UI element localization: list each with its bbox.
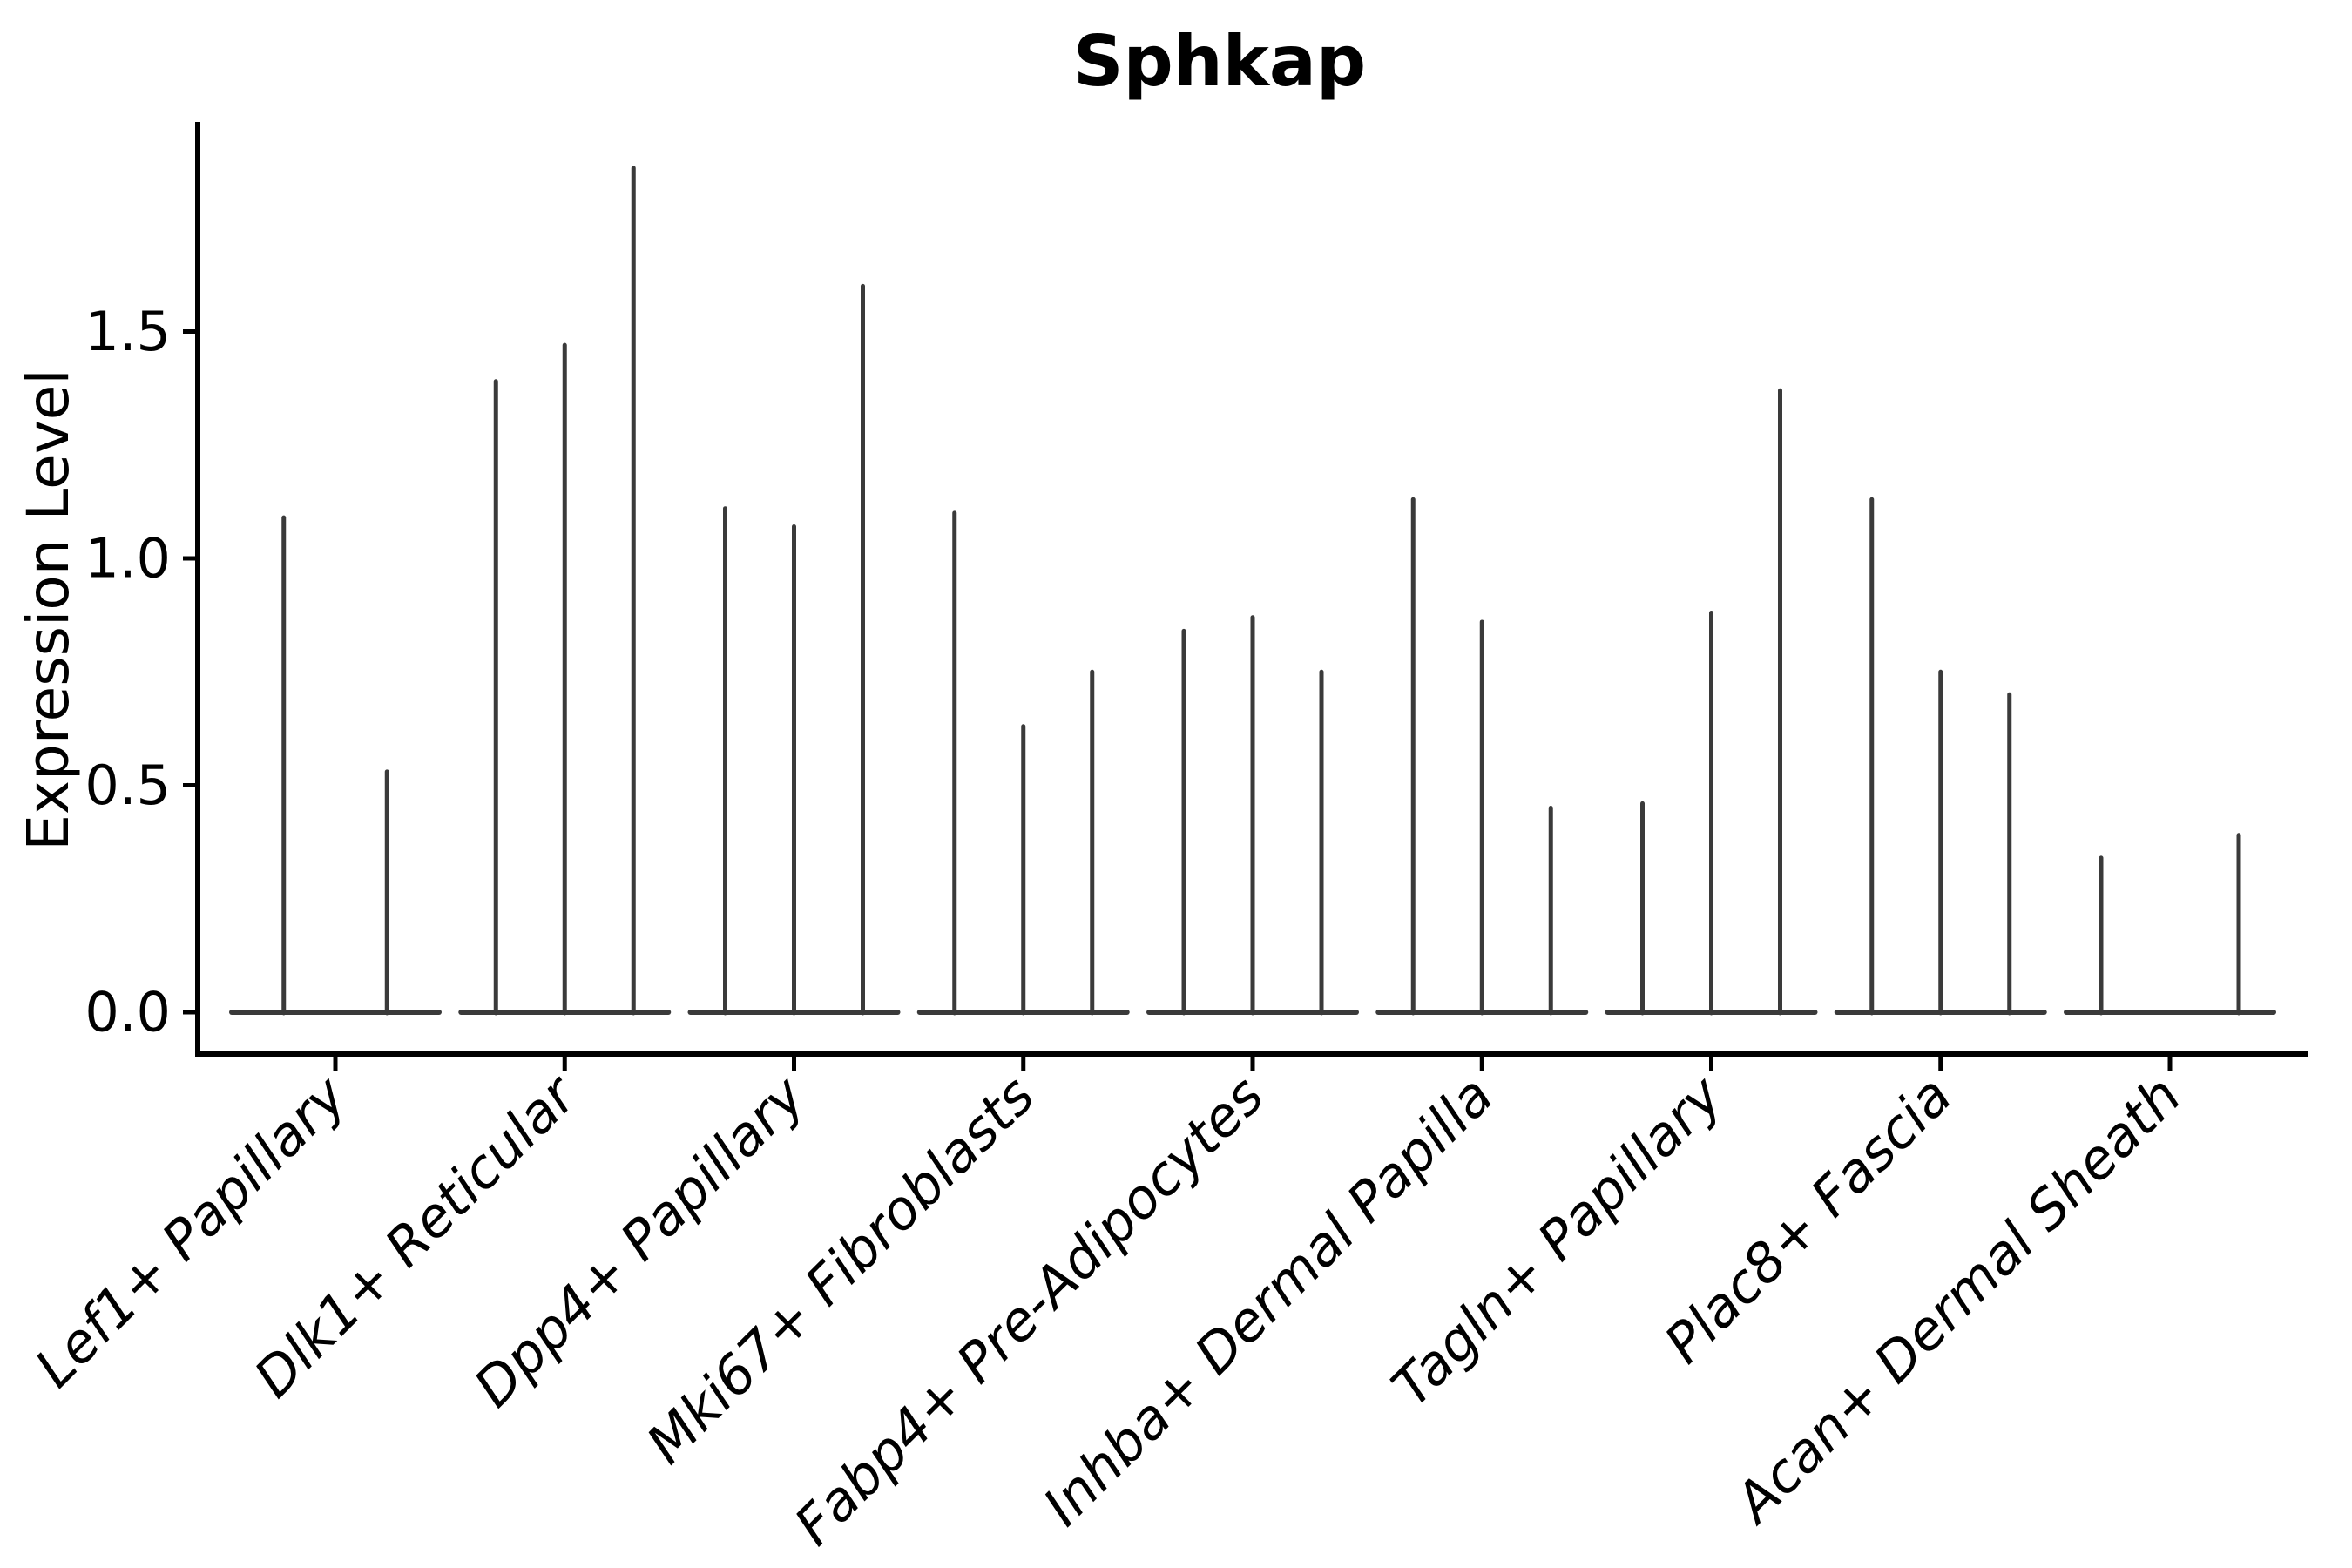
x-tick (1250, 1057, 1255, 1071)
violin-group (1605, 388, 1818, 1016)
x-tick (792, 1057, 796, 1071)
x-tick (1938, 1057, 1943, 1071)
y-tick (183, 556, 195, 561)
x-tick-label: Inhba+ Dermal Papilla (1031, 1064, 1504, 1538)
y-tick (183, 329, 195, 334)
y-tick-label: 1.5 (84, 300, 171, 363)
violin-group (916, 510, 1130, 1016)
x-tick-label: Fabp4+ Pre-Adipocytes (782, 1064, 1276, 1558)
x-tick (1021, 1057, 1026, 1071)
y-axis-label: Expression Level (15, 368, 82, 850)
y-tick-label: 0.0 (84, 981, 171, 1044)
x-tick (1709, 1057, 1713, 1071)
x-tick (562, 1057, 567, 1071)
y-tick-label: 0.5 (84, 754, 171, 817)
violin-group (1375, 497, 1589, 1016)
x-tick (1479, 1057, 1484, 1071)
violin-group (229, 515, 442, 1016)
violin-group (2064, 833, 2276, 1016)
chart-title: Sphkap (1073, 21, 1366, 102)
violin-layer (229, 166, 2276, 1016)
x-tick (2167, 1057, 2173, 1071)
x-tick-label: Mki67+ Fibroblasts (634, 1064, 1046, 1476)
violin-group (458, 166, 672, 1016)
x-tick-label: Acan+ Dermal Sheath (1720, 1064, 2193, 1537)
x-tick (333, 1057, 338, 1071)
violin-group (1834, 497, 2047, 1016)
y-axis-spine (195, 122, 200, 1057)
y-tick-label: 1.0 (84, 527, 171, 591)
x-axis-spine (195, 1051, 2308, 1057)
violin-group (1146, 615, 1359, 1016)
violin-group (687, 283, 901, 1016)
y-tick (183, 783, 195, 787)
y-tick (183, 1010, 195, 1015)
